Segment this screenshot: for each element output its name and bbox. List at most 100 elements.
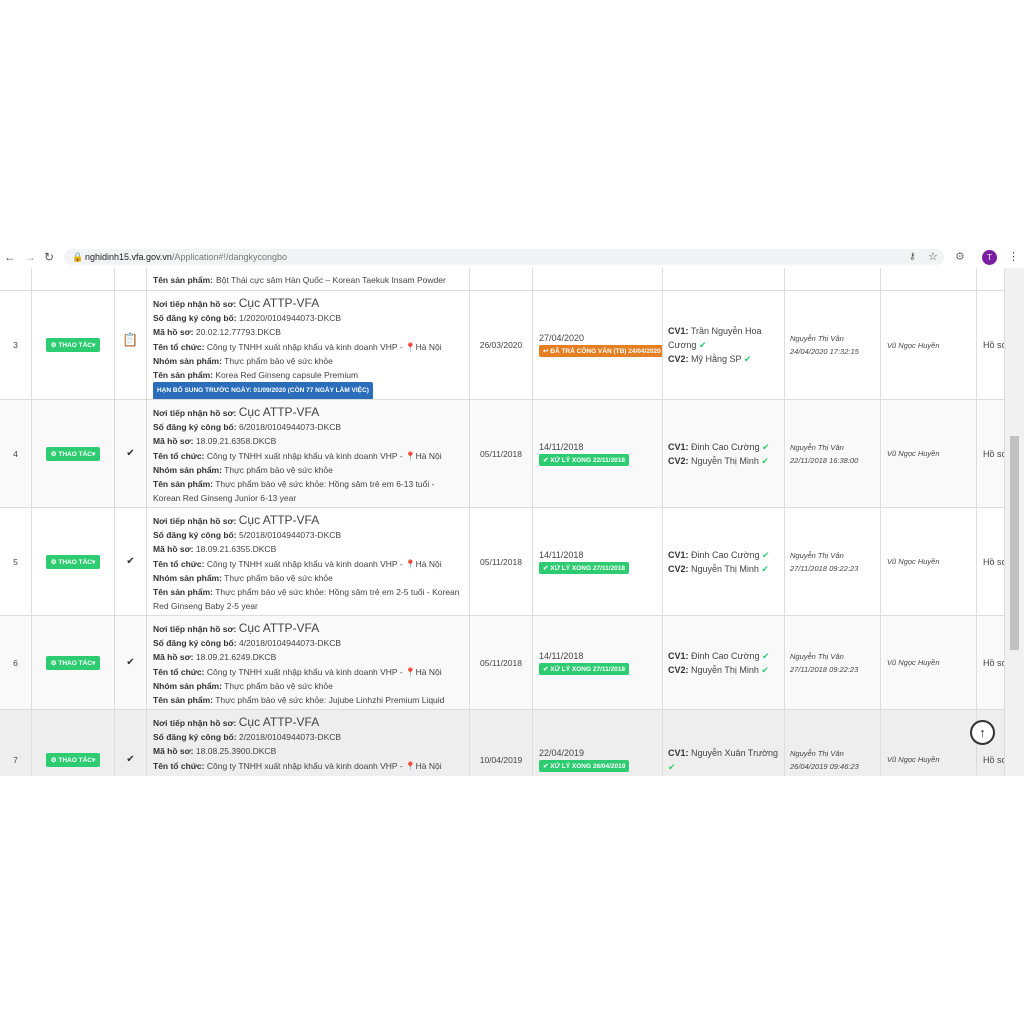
- cv-name: Trần Nguyễn Hoa Cương: [668, 326, 762, 350]
- field-line: Tên sản phẩm: Korea Red Ginseng capsule …: [153, 368, 463, 382]
- table-cell: 10/04/2019: [470, 710, 533, 776]
- cv-name: Nguyễn Xuân Trường: [691, 747, 779, 758]
- reviewer-name: Vũ Ngọc Huyền: [887, 658, 940, 667]
- cv-line: CV1: Nguyễn Xuân Trường ✔: [668, 746, 784, 774]
- due-block: 14/11/2018 ✔ XỬ LÝ XONG 27/11/2018: [539, 651, 630, 675]
- field-label: Tên tổ chức:: [153, 558, 205, 569]
- processor-name: Nguyễn Thị Vân: [790, 748, 844, 758]
- due-block: 22/04/2019 ✔ XỬ LÝ XONG 26/04/2019: [539, 748, 630, 772]
- cv-line: CV2: Mỹ Hằng SP ✔: [668, 352, 784, 366]
- field-value: Cục ATTP-VFA: [238, 296, 320, 310]
- field-line: Tên tổ chức: Công ty TNHH xuất nhập khẩu…: [153, 558, 442, 569]
- status-badge: ✔ XỬ LÝ XONG 27/11/2018: [539, 662, 630, 675]
- action-button[interactable]: ⚙ THAO TÁC▾: [45, 752, 101, 767]
- field-line: Mã hồ sơ: 18.08.25.3900.DKCB: [153, 744, 463, 758]
- field-place: Hà Nội: [415, 558, 442, 569]
- reload[interactable]: ↻: [44, 250, 55, 264]
- processed-at: 27/11/2018 09:22:23: [790, 563, 859, 573]
- table-cell: Tên sản phẩm: Bột Thái cực sâm Hàn Quốc –…: [147, 268, 470, 290]
- field-label: Tên tổ chức:: [153, 450, 205, 461]
- field-label: Số đăng ký công bố:: [153, 732, 237, 743]
- field-value: 5/2018/0104944073-DKCB: [238, 530, 342, 541]
- field-value: Công ty TNHH xuất nhập khẩu và kinh doan…: [206, 558, 403, 569]
- action-button[interactable]: ⚙ THAO TÁC▾: [45, 338, 101, 352]
- check-icon: ✔: [126, 657, 135, 668]
- note: Hồ sơ: [983, 448, 1005, 459]
- field-line: Nhóm sản phẩm: Thực phẩm bảo vệ sức khỏe: [153, 571, 463, 585]
- action-button[interactable]: ⚙ THAO TÁC▾: [45, 655, 101, 670]
- table-cell: Nơi tiếp nhận hồ sơ: Cục ATTP-VFA Số đăng…: [147, 710, 470, 776]
- processor-name: Nguyễn Thị Vân: [790, 442, 844, 452]
- table-cell: CV1: Đinh Cao Cường ✔ CV2: Nguyễn Thị Min…: [663, 508, 785, 615]
- field-line: Nhóm sản phẩm: Thực phẩm bảo vệ sức khỏe: [153, 354, 463, 368]
- cv-line: CV1: Trần Nguyễn Hoa Cương ✔: [668, 324, 784, 352]
- table-cell: Nguyễn Thị Vân 27/11/2018 09:22:23: [785, 616, 881, 709]
- table-cell: CV1: Nguyễn Xuân Trường ✔: [663, 710, 785, 776]
- table-cell: ⚙ THAO TÁC▾: [32, 291, 115, 399]
- field-label: Tên sản phẩm:: [153, 275, 213, 285]
- table-cell: [881, 268, 977, 290]
- reviewer-name: Vũ Ngọc Huyền: [887, 557, 940, 566]
- field-line: Nơi tiếp nhận hồ sơ: Cục ATTP-VFA: [153, 621, 463, 636]
- field-label: Tên sản phẩm:: [153, 587, 213, 598]
- field-value: Thực phẩm bảo vệ sức khỏe: [224, 464, 333, 475]
- note: Hồ sơ: [983, 657, 1005, 668]
- table-cell: ⚙ THAO TÁC▾: [32, 508, 115, 615]
- table-cell: [0, 268, 32, 290]
- field-label: Mã hồ sơ:: [153, 436, 194, 447]
- table-cell: 6: [0, 616, 32, 709]
- cv-label: CV1:: [668, 650, 689, 661]
- field-line: Nơi tiếp nhận hồ sơ: Cục ATTP-VFA: [153, 513, 463, 528]
- table-cell: [533, 268, 663, 290]
- field-value: 6/2018/0104944073-DKCB: [238, 422, 342, 433]
- scroll-top-button[interactable]: ↑: [970, 720, 995, 745]
- table-cell: Vũ Ngọc Huyền: [881, 508, 977, 615]
- cv-label: CV2:: [668, 354, 689, 364]
- action-button[interactable]: ⚙ THAO TÁC▾: [45, 446, 101, 461]
- field-value: 4/2018/0104944073-DKCB: [238, 638, 342, 649]
- field-value: Thực phẩm bảo vệ sức khỏe: Hồng sâm trẻ …: [153, 479, 435, 504]
- received-date: 05/11/2018: [480, 448, 522, 459]
- table-cell: 📋: [115, 291, 147, 399]
- field-line: Mã hồ sơ: 18.09.21.6355.DKCB: [153, 542, 463, 556]
- field-value: Korea Red Ginseng capsule Premium: [215, 370, 359, 381]
- received-date: 10/04/2019: [479, 754, 523, 765]
- field-label: Tên sản phẩm:: [153, 370, 213, 381]
- action-label: THAO TÁC: [58, 756, 92, 764]
- table-cell: Nơi tiếp nhận hồ sơ: Cục ATTP-VFA Số đăng…: [147, 291, 470, 399]
- cv-label: CV1:: [668, 747, 689, 758]
- forward[interactable]: →: [24, 250, 36, 264]
- field-line: Tên tổ chức: Công ty TNHH xuất nhập khẩu…: [153, 760, 442, 771]
- field-label: Mã hồ sơ:: [153, 652, 194, 663]
- profile[interactable]: T: [982, 250, 997, 265]
- field-line: Mã hồ sơ: 18.09.21.6249.DKCB: [153, 650, 463, 664]
- address-bar[interactable]: 🔒 nghidinh15.vfa.gov.vn/Application#!/da…: [64, 249, 944, 265]
- table-cell: [785, 268, 881, 290]
- row-index: 4: [13, 448, 18, 459]
- processor-block: Nguyễn Thị Vân 24/04/2020 17:32:15: [790, 332, 859, 358]
- table-cell: Nơi tiếp nhận hồ sơ: Cục ATTP-VFA Số đăng…: [147, 400, 470, 507]
- field-line: Tên sản phẩm: Thực phẩm bảo vệ sức khỏe:…: [153, 693, 463, 707]
- cv-block: CV1: Trần Nguyễn Hoa Cương ✔ CV2: Mỹ Hằng…: [668, 324, 784, 366]
- table-cell: [115, 268, 147, 290]
- table-cell: Hồ sơ: [977, 291, 1005, 399]
- table-cell: CV1: Trần Nguyễn Hoa Cương ✔ CV2: Mỹ Hằng…: [663, 291, 785, 399]
- field-value: Cục ATTP-VFA: [238, 513, 320, 527]
- field-label: Tên tổ chức:: [153, 666, 205, 677]
- table-cell: 22/04/2019 ✔ XỬ LÝ XONG 26/04/2019: [533, 710, 663, 776]
- back[interactable]: ←: [4, 250, 16, 264]
- row-index: 5: [13, 556, 18, 567]
- due-date: 14/11/2018: [539, 549, 584, 560]
- scroll-thumb[interactable]: [1010, 436, 1019, 650]
- field-label: Tên sản phẩm:: [153, 695, 213, 706]
- check-icon: ✔: [759, 549, 770, 560]
- field-label: Nơi tiếp nhận hồ sơ:: [153, 408, 237, 418]
- action-button[interactable]: ⚙ THAO TÁC▾: [45, 554, 101, 569]
- received-date: 05/11/2018: [480, 657, 522, 668]
- table-cell: Nguyễn Thị Vân 26/04/2019 09:46:23: [785, 710, 881, 776]
- due-date: 27/04/2020: [539, 333, 585, 343]
- cv-line: CV2: Nguyễn Thị Minh ✔: [668, 663, 770, 677]
- table-cell: 14/11/2018 ✔ XỬ LÝ XONG 22/11/2018: [533, 400, 663, 507]
- field-value: Thực phẩm bảo vệ sức khỏe: [224, 680, 333, 691]
